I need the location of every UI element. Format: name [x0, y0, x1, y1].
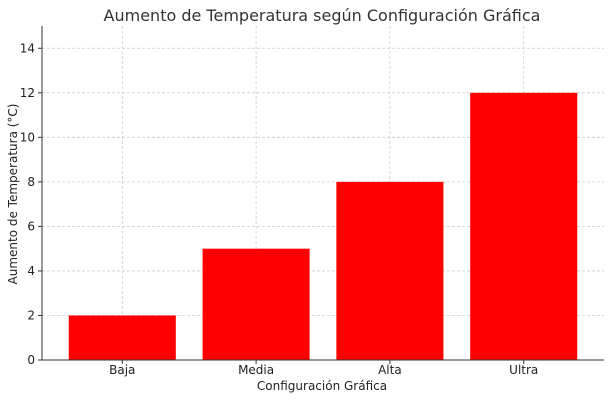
y-tick-label: 8	[27, 175, 35, 189]
chart-title: Aumento de Temperatura según Configuraci…	[104, 6, 541, 25]
bars	[68, 92, 578, 361]
x-tick-label: Baja	[109, 363, 135, 377]
x-tick-label: Alta	[378, 363, 402, 377]
x-axis-label: Configuración Gráfica	[257, 379, 387, 393]
y-tick-label: 12	[20, 86, 35, 100]
y-tick-label: 0	[27, 353, 35, 367]
bar-alta	[336, 181, 444, 360]
x-tick-label: Ultra	[509, 363, 538, 377]
y-axis-ticks: 0 2 4 6 8 10 12 14	[20, 41, 42, 367]
x-axis-ticks: Baja Media Alta Ultra	[109, 360, 538, 377]
y-tick-label: 2	[27, 308, 35, 322]
axes	[41, 26, 604, 361]
bar-media	[202, 248, 310, 360]
y-axis-label: Aumento de Temperatura (°C)	[6, 104, 20, 285]
y-tick-label: 4	[27, 264, 35, 278]
x-tick-label: Media	[238, 363, 274, 377]
bar-baja	[68, 315, 176, 360]
y-tick-label: 10	[20, 130, 35, 144]
y-tick-label: 6	[27, 219, 35, 233]
y-tick-label: 14	[20, 41, 35, 55]
bar-ultra	[470, 92, 578, 361]
